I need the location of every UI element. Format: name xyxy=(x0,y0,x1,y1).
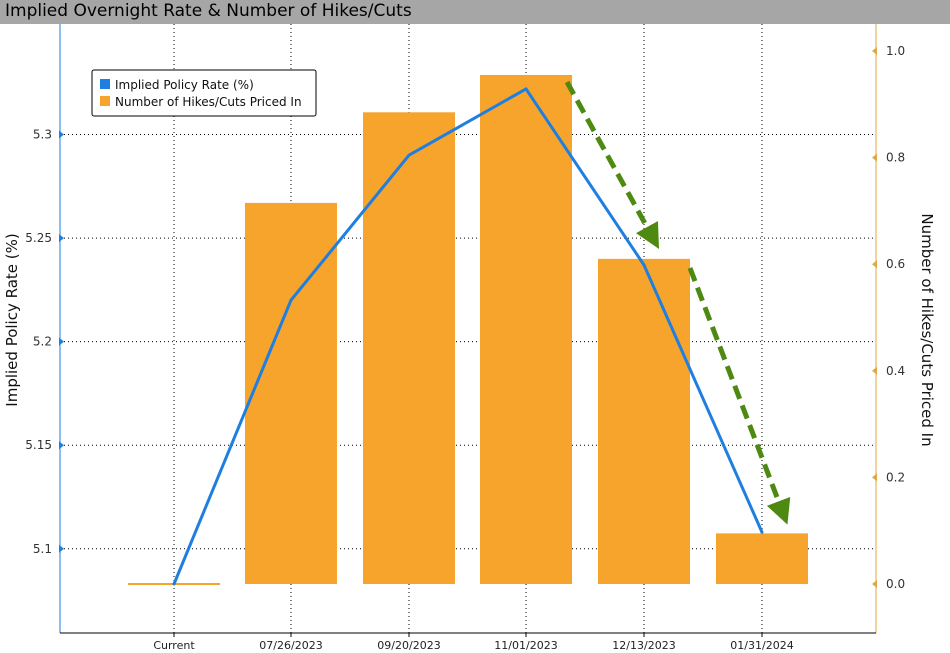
x-tick-label-1: 07/26/2023 xyxy=(259,639,322,652)
right-tick-mark-4 xyxy=(872,153,877,162)
line-point-2 xyxy=(407,153,411,157)
left-axis-title: Implied Policy Rate (%) xyxy=(3,233,21,406)
line-series xyxy=(172,87,764,586)
right-axis-title: Number of Hikes/Cuts Priced In xyxy=(918,213,936,446)
right-tick-label-5: 1.0 xyxy=(886,44,905,58)
legend-swatch-0 xyxy=(100,79,110,89)
bar-series xyxy=(128,74,808,585)
legend-box xyxy=(91,69,317,117)
line-point-5 xyxy=(760,530,764,534)
bar-2 xyxy=(363,112,455,585)
line-path xyxy=(172,87,764,585)
legend-label-0: Implied Policy Rate (%) xyxy=(115,78,254,92)
legend: Implied Policy Rate (%) Number of Hikes/C… xyxy=(91,69,317,117)
axes: 5.1 5.15 5.2 5.25 5.3 0.0 0.2 0.4 0.6 0.8 1.0 Curre… xyxy=(3,24,936,652)
line-point-0 xyxy=(172,582,176,586)
bar-4 xyxy=(598,258,690,584)
bar-5 xyxy=(716,533,808,584)
right-tick-mark-0 xyxy=(872,580,877,588)
right-tick-label-4: 0.8 xyxy=(886,151,905,165)
x-tick-label-5: 01/31/2024 xyxy=(730,639,793,652)
right-tick-mark-3 xyxy=(872,260,877,269)
x-tick-label-4: 12/13/2023 xyxy=(612,639,675,652)
x-tick-label-0: Current xyxy=(153,639,195,652)
left-tick-mark-2 xyxy=(59,337,64,346)
chart-title-bar: Implied Overnight Rate & Number of Hikes… xyxy=(0,0,950,24)
right-tick-label-0: 0.0 xyxy=(886,577,905,591)
bar-3 xyxy=(480,74,572,585)
left-tick-mark-0 xyxy=(59,544,64,553)
left-tick-label-4: 5.3 xyxy=(33,128,52,142)
right-tick-mark-1 xyxy=(872,473,877,482)
chart-title: Implied Overnight Rate & Number of Hikes… xyxy=(5,1,412,21)
left-tick-label-3: 5.25 xyxy=(25,231,52,245)
right-tick-label-1: 0.2 xyxy=(886,470,905,484)
left-tick-mark-1 xyxy=(59,441,64,450)
right-tick-mark-2 xyxy=(872,366,877,375)
right-tick-label-3: 0.6 xyxy=(886,257,905,271)
line-point-4 xyxy=(642,263,646,267)
x-tick-label-3: 11/01/2023 xyxy=(494,639,557,652)
legend-label-1: Number of Hikes/Cuts Priced In xyxy=(115,95,302,109)
line-point-3 xyxy=(524,87,528,91)
left-tick-label-2: 5.2 xyxy=(33,335,52,349)
line-point-1 xyxy=(289,298,293,302)
annotation-arrow-0 xyxy=(564,80,660,249)
annotation-arrow-1 xyxy=(687,267,791,525)
left-tick-label-0: 5.1 xyxy=(33,542,52,556)
x-tick-label-2: 09/20/2023 xyxy=(377,639,440,652)
right-tick-label-2: 0.4 xyxy=(886,364,905,378)
legend-swatch-1 xyxy=(100,96,110,106)
bar-1 xyxy=(245,202,337,584)
right-tick-mark-5 xyxy=(872,47,877,55)
left-tick-label-1: 5.15 xyxy=(25,438,52,452)
left-tick-mark-4 xyxy=(59,130,64,139)
left-tick-mark-3 xyxy=(59,234,64,243)
annotation-arrows xyxy=(564,80,791,525)
